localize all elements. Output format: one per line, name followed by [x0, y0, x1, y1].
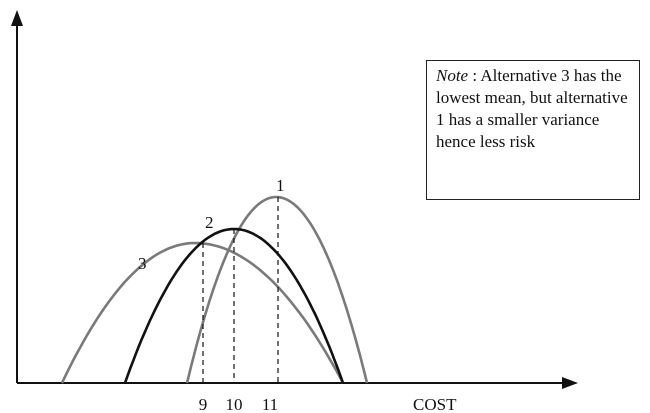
x-tick-label-10: 10	[226, 395, 243, 413]
x-axis-arrowhead	[562, 377, 578, 389]
x-axis-label: COST	[413, 395, 457, 413]
x-tick-label-11: 11	[262, 395, 278, 413]
note-box: Note : Alternative 3 has the lowest mean…	[426, 60, 640, 200]
y-axis-arrowhead	[11, 10, 23, 26]
note-heading: Note	[436, 66, 469, 85]
note-text: : Alternative 3 has the lowest mean, but…	[436, 66, 628, 151]
curve-label-3: 3	[138, 254, 147, 273]
curve-label-2: 2	[205, 213, 214, 232]
distribution-curve-1	[185, 195, 369, 384]
x-tick-label-9: 9	[199, 395, 208, 413]
curve-label-1: 1	[276, 176, 285, 195]
